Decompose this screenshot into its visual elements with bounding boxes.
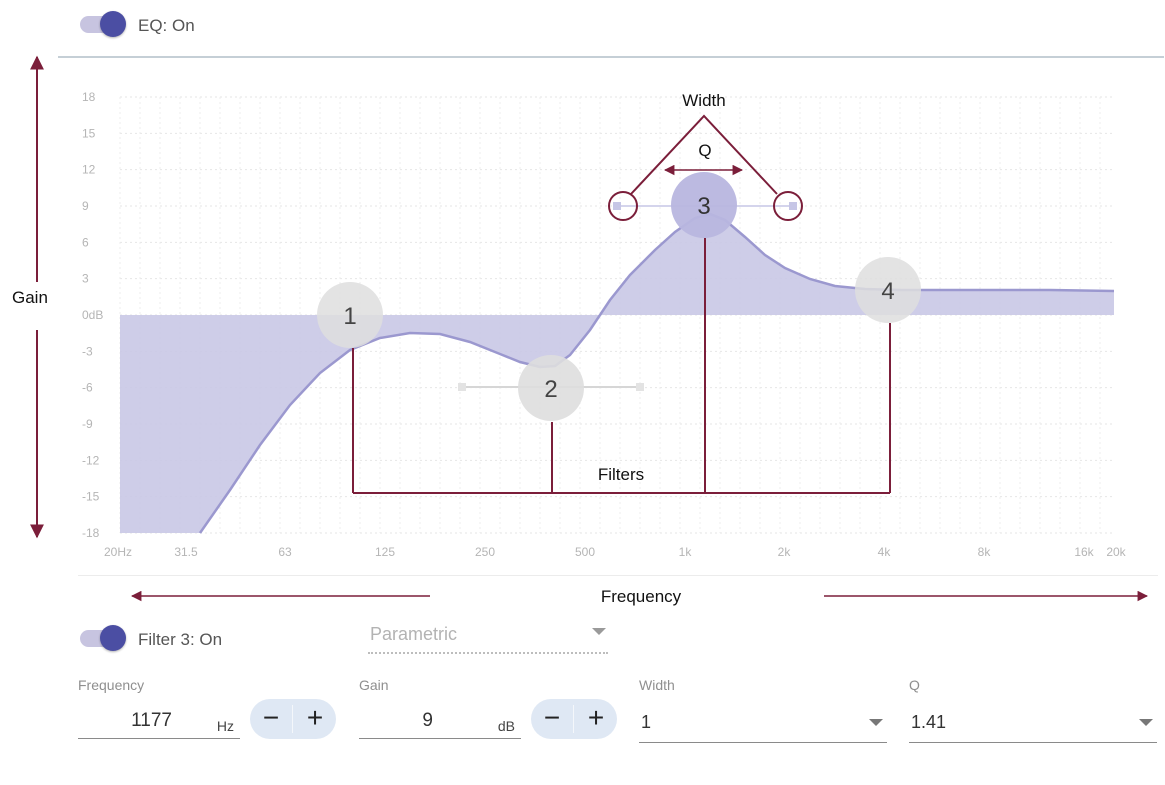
x-tick-label: 16k (1074, 545, 1094, 559)
frequency-axis: 20Hz 31.5 63 125 250 500 1k 2k 4k 8k 16k 20k (104, 545, 1127, 559)
filter-node-1[interactable]: 1 (317, 282, 383, 348)
filters-annotation: Filters (598, 465, 644, 484)
filter-type-value: Parametric (370, 624, 458, 644)
width-handle-left-ring (608, 191, 638, 221)
filter-toggle-thumb (100, 625, 126, 651)
filter-node-1-label: 1 (343, 303, 356, 330)
y-tick-label: -12 (82, 453, 100, 467)
filter-type-select[interactable]: Parametric (368, 622, 608, 654)
filter-toggle-label: Filter 3: On (138, 630, 223, 649)
y-tick-label: 15 (82, 126, 96, 140)
width-handle-right-ring (773, 191, 803, 221)
width-bracket (630, 114, 778, 195)
y-tick-label: 3 (82, 272, 89, 286)
filter-node-3-label: 3 (697, 193, 710, 220)
frequency-annotation: Frequency (601, 587, 682, 606)
x-tick-label: 4k (878, 545, 892, 559)
y-tick-label: 6 (82, 235, 89, 249)
gain-axis: 18 15 12 9 6 3 0dB -3 -6 -9 -12 -15 -18 (82, 90, 103, 540)
eq-toggle-thumb (100, 11, 126, 37)
y-tick-label: -6 (82, 381, 93, 395)
frequency-stepper: − + (250, 699, 336, 739)
q-label: Q (909, 677, 920, 693)
filter-toggle[interactable] (78, 624, 126, 652)
width-handle-left[interactable] (613, 202, 621, 210)
frequency-value: 1177 (131, 710, 172, 731)
gain-value: 9 (422, 710, 433, 731)
y-tick-label: -9 (82, 417, 93, 431)
eq-toggle-label: EQ: On (138, 16, 195, 35)
x-tick-label: 125 (375, 545, 395, 559)
filter-node-2[interactable]: 2 (518, 355, 584, 421)
gain-unit: dB (497, 718, 515, 734)
width-value: 1 (641, 712, 652, 732)
y-tick-label: 18 (82, 90, 96, 104)
gain-input[interactable]: 9 dB (359, 704, 521, 739)
gain-increment-button[interactable]: + (587, 702, 605, 733)
chevron-down-icon (869, 719, 883, 726)
filter-node-3[interactable]: 3 (671, 172, 737, 238)
eq-response-fill (120, 214, 1114, 533)
q-annotation: Q (698, 141, 711, 160)
q-value: 1.41 (911, 712, 947, 732)
header-divider (58, 56, 1164, 58)
width-handle-right[interactable] (789, 202, 797, 210)
gain-label: Gain (359, 677, 389, 693)
q-select[interactable]: 1.41 (909, 704, 1157, 743)
chevron-down-icon (592, 628, 606, 635)
frequency-decrement-button[interactable]: − (262, 702, 280, 733)
frequency-input[interactable]: 1177 Hz (78, 704, 240, 739)
chevron-down-icon (1139, 719, 1153, 726)
x-tick-label: 31.5 (174, 545, 198, 559)
y-tick-label: 0dB (82, 308, 103, 322)
eq-toggle[interactable] (78, 10, 126, 38)
stepper-divider (292, 705, 293, 733)
filter-node-4-label: 4 (881, 278, 894, 305)
filter-node-2-label: 2 (544, 376, 557, 403)
gain-annotation: Gain (12, 288, 48, 307)
y-tick-label: 9 (82, 199, 89, 213)
x-tick-label: 20Hz (104, 545, 132, 559)
width-annotation: Width (682, 91, 725, 110)
width-select[interactable]: 1 (639, 704, 887, 743)
x-tick-label: 20k (1106, 545, 1126, 559)
x-tick-label: 250 (475, 545, 495, 559)
gain-decrement-button[interactable]: − (543, 702, 561, 733)
y-tick-label: 12 (82, 163, 96, 177)
gain-stepper: − + (531, 699, 617, 739)
x-tick-label: 2k (778, 545, 792, 559)
frequency-annotation-arrows: Frequency (130, 587, 1149, 606)
y-tick-label: -3 (82, 344, 93, 358)
y-tick-label: -15 (82, 490, 100, 504)
x-tick-label: 63 (278, 545, 292, 559)
y-tick-label: -18 (82, 526, 100, 540)
frequency-unit: Hz (216, 718, 234, 734)
frequency-label: Frequency (78, 677, 145, 693)
x-tick-label: 1k (679, 545, 693, 559)
frequency-increment-button[interactable]: + (306, 702, 324, 733)
x-tick-label: 500 (575, 545, 595, 559)
stepper-divider (573, 705, 574, 733)
x-tick-label: 8k (978, 545, 992, 559)
annotation-overlay (30, 55, 891, 539)
filter-node-4[interactable]: 4 (855, 257, 921, 323)
width-label: Width (639, 677, 675, 693)
graph-divider (78, 575, 1158, 576)
